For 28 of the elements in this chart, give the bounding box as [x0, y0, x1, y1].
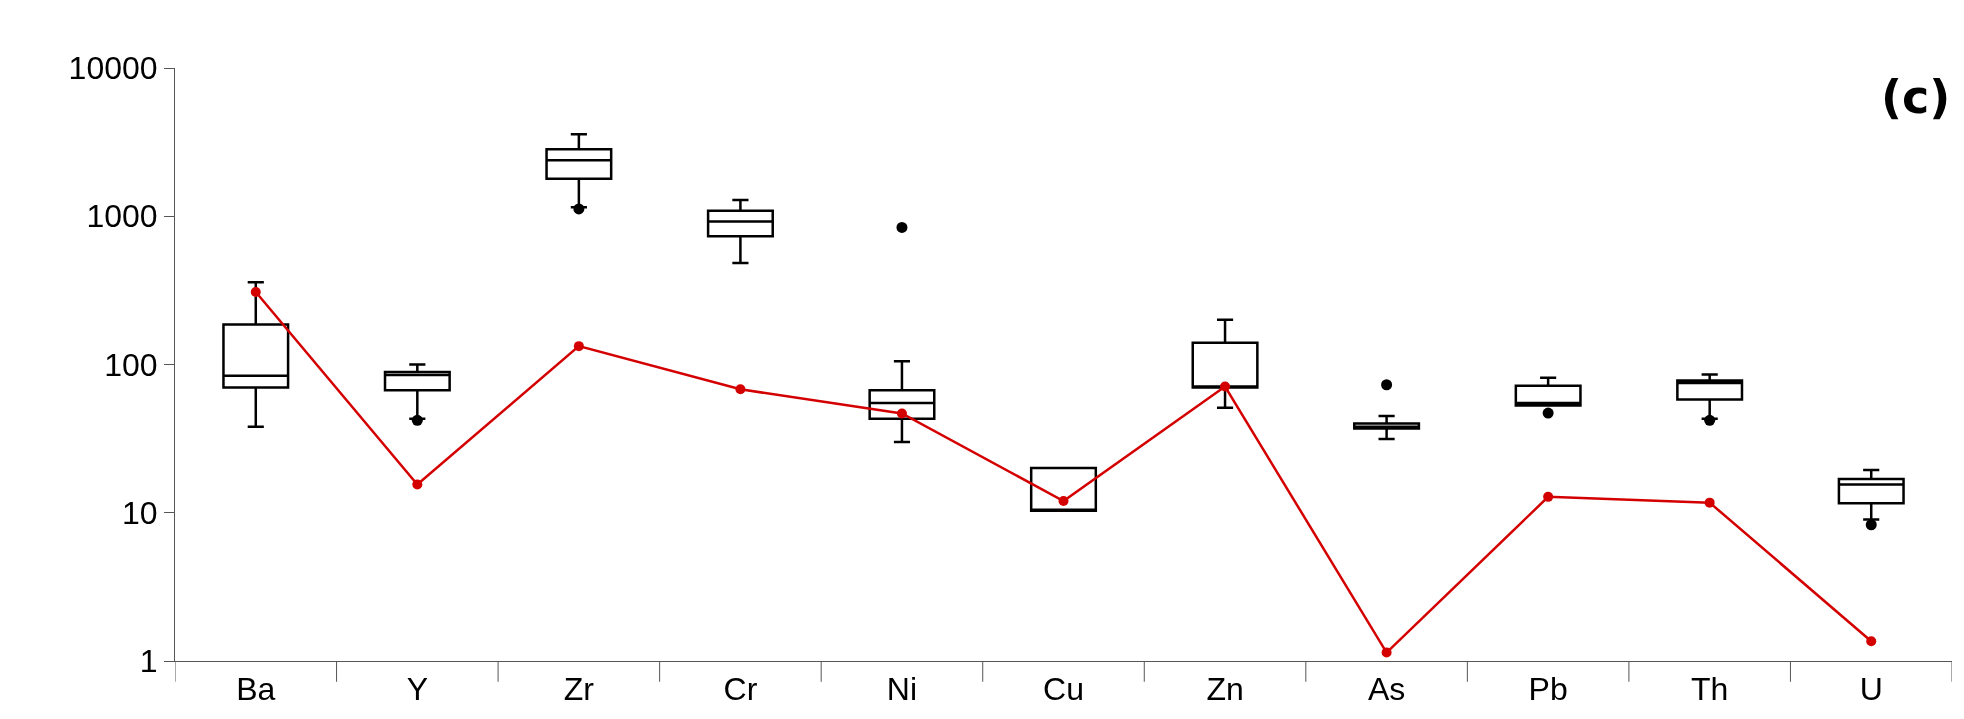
point	[1543, 491, 1554, 502]
x-tick-label: Zn	[1206, 671, 1244, 708]
x-tick-label: As	[1367, 671, 1406, 708]
y-tick-label: 10	[122, 494, 158, 531]
y-tick-label: 1000	[86, 198, 158, 235]
x-tick-label: Cu	[1043, 671, 1084, 708]
point	[1058, 496, 1069, 507]
annotation: (c)	[1881, 70, 1951, 124]
x-tick-label: Y	[406, 671, 428, 708]
y-tick-label: 100	[104, 346, 158, 383]
x-tick-label: Cr	[723, 671, 758, 708]
x-tick-label: Th	[1691, 671, 1729, 708]
point	[1381, 647, 1392, 658]
x-tick-label: Zr	[563, 671, 595, 708]
point	[1220, 381, 1231, 392]
point	[896, 408, 907, 419]
x-tick-label: Ba	[236, 671, 276, 708]
y-tick-label: 10000	[68, 50, 158, 87]
x-tick-label: U	[1859, 671, 1883, 708]
x-tick-label: Pb	[1528, 671, 1568, 708]
point	[735, 384, 746, 395]
y-tick-label: 1	[139, 643, 158, 680]
point	[1704, 497, 1715, 508]
point	[1866, 636, 1877, 647]
x-tick-label: Ni	[886, 671, 918, 708]
point	[573, 341, 584, 352]
point	[412, 479, 423, 490]
point	[250, 287, 261, 298]
